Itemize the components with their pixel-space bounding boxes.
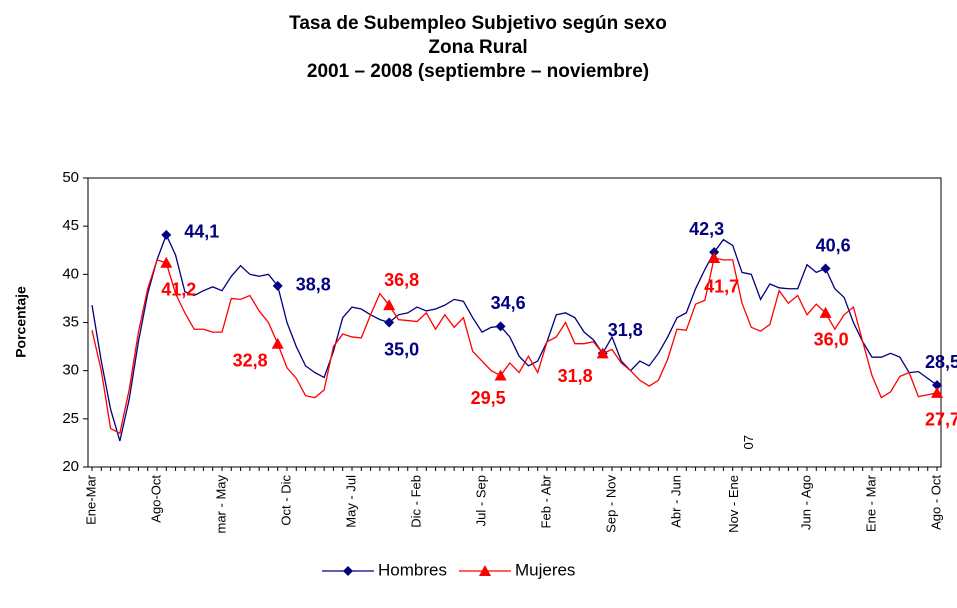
x-tick-label: Sep - Nov (603, 475, 618, 533)
x-tick-label: Abr - Jun (668, 475, 683, 528)
data-label: 27,7 (925, 410, 957, 430)
x-tick-label: May - Jul (343, 475, 358, 528)
data-label: 40,6 (816, 235, 851, 255)
marker (272, 280, 283, 291)
legend-label: Hombres (378, 560, 447, 579)
data-label: 41,2 (161, 280, 196, 300)
y-tick-label: 30 (62, 362, 79, 379)
marker (494, 369, 507, 381)
marker (931, 386, 943, 398)
marker (384, 317, 395, 328)
marker (932, 380, 942, 391)
marker (383, 299, 396, 311)
data-label: 41,7 (704, 277, 739, 297)
x-tick-label: Feb - Abr (538, 474, 553, 528)
x-tick-label: Ago - Oct (928, 475, 943, 530)
chart-title: Zona Rural (428, 37, 527, 58)
data-label: 36,0 (814, 330, 849, 350)
x-tick-label: Jul - Sep (473, 475, 488, 526)
data-label: 29,5 (471, 388, 506, 408)
legend-marker (343, 566, 353, 576)
data-label: 35,0 (384, 339, 419, 359)
marker (271, 337, 284, 349)
y-axis-label: Porcentaje (13, 286, 29, 358)
data-label: 32,8 (233, 350, 268, 370)
chart-title: 2001 – 2008 (septiembre – noviembre) (307, 61, 649, 82)
y-tick-label: 40 (62, 265, 79, 282)
y-tick-label: 50 (62, 169, 79, 186)
y-tick-label: 45 (62, 217, 79, 234)
marker (819, 306, 832, 318)
x-tick-label: Ago-Oct (148, 475, 163, 523)
data-label: 28,5 (925, 352, 957, 372)
data-label: 31,8 (558, 366, 593, 386)
y-tick-label: 25 (62, 410, 79, 427)
data-label: 31,8 (608, 320, 643, 340)
marker (708, 251, 721, 263)
data-label: 38,8 (296, 275, 331, 295)
series-line (91, 257, 938, 435)
legend-marker (478, 565, 491, 576)
x-tick-label: Dic - Feb (408, 475, 423, 528)
marker (820, 263, 831, 274)
data-label: 34,6 (491, 293, 526, 313)
x-tick-label: Ene - Mar (863, 474, 878, 532)
y-tick-label: 35 (62, 313, 79, 330)
marker (495, 321, 506, 332)
x-tick-label: Jun - Ago (798, 475, 813, 530)
marker (161, 229, 172, 240)
x-tick-label: mar - May (213, 475, 228, 534)
chart-title: Tasa de Subempleo Subjetivo según sexo (289, 13, 667, 34)
data-label: 42,3 (689, 219, 724, 239)
x-tick-label: Oct - Dic (278, 475, 293, 526)
marker (596, 347, 609, 359)
marker (160, 256, 173, 268)
data-label: 44,1 (184, 222, 219, 242)
legend-label: Mujeres (515, 560, 575, 579)
x-tick-label: Ene-Mar (83, 474, 98, 525)
x-tick-label: Nov - Ene07 (726, 435, 756, 533)
series-line (91, 233, 938, 442)
data-label: 36,8 (384, 270, 419, 290)
y-tick-label: 20 (62, 458, 79, 475)
